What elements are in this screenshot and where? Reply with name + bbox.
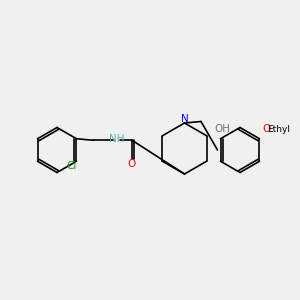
Text: Cl: Cl [66,161,76,171]
Text: OH: OH [214,124,230,134]
Text: Ethyl: Ethyl [268,124,290,134]
Text: N: N [181,113,188,124]
Text: O: O [263,124,271,134]
Text: NH: NH [110,134,125,144]
Text: O: O [128,159,136,169]
